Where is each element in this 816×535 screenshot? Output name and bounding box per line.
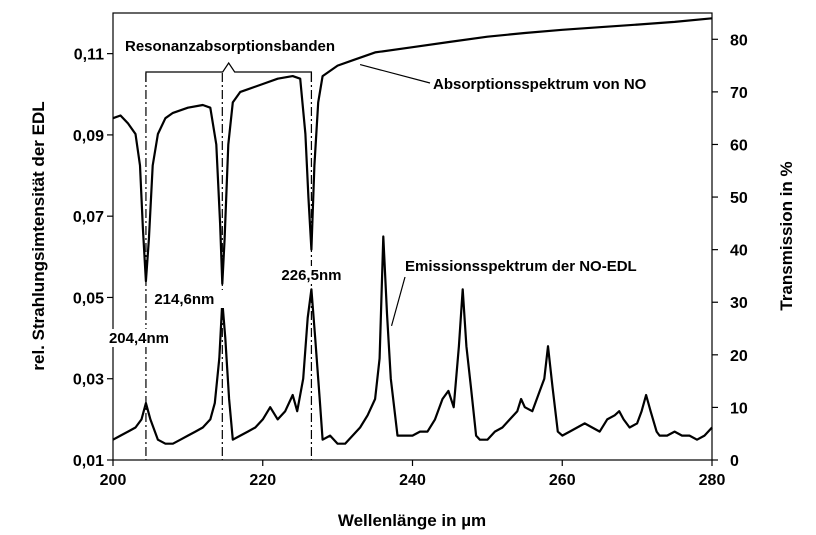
marker-label: 226,5nm [281, 267, 341, 284]
y-tick-label: 0,11 [74, 47, 104, 64]
bracket-label: Resonanzabsorptionsbanden [125, 38, 335, 55]
y-tick-label: 0,07 [73, 209, 104, 226]
x-tick-label: 200 [100, 472, 127, 489]
y2-axis-title: Transmission in % [777, 161, 796, 310]
bracket [145, 61, 313, 82]
marker-label: 214,6nm [154, 291, 214, 308]
y2-tick-label: 40 [730, 243, 748, 260]
marker-labels: 204,4nm 214,6nm 226,5nm [106, 266, 352, 347]
marker-label-bg [279, 266, 352, 284]
y2-tick-label: 80 [730, 32, 748, 49]
x-tick-label: 220 [249, 472, 276, 489]
x-tick-label: 280 [699, 472, 726, 489]
y-axis-title: rel. Strahlungsimtensität der EDL [29, 101, 48, 370]
emission-label: Emissionsspektrum der NO-EDL [405, 258, 637, 275]
absorption-series-line [112, 17, 713, 285]
x-tick-label: 260 [549, 472, 576, 489]
y-tick-label: 0,09 [73, 128, 104, 145]
y2-tick-label: 20 [730, 348, 748, 365]
y-tick-label: 0,03 [73, 372, 104, 389]
absorption-leader-line [359, 63, 431, 84]
y2-tick-label: 60 [730, 137, 748, 154]
y2-tick-label: 30 [730, 295, 748, 312]
x-axis-ticks: 200 220 240 260 280 [100, 460, 726, 489]
absorption-label: Absorptionsspektrum von NO [433, 76, 647, 93]
y2-tick-label: 70 [730, 85, 748, 102]
y2-axis-ticks: 0 10 20 30 40 50 60 70 80 [712, 32, 748, 470]
y2-tick-label: 50 [730, 190, 748, 207]
x-axis-title: Wellenlänge in µm [338, 511, 486, 530]
y2-tick-label: 0 [730, 453, 739, 470]
y-axis-ticks: 0,01 0,03 0,05 0,07 0,09 0,11 [73, 47, 113, 470]
y-tick-label: 0,05 [73, 290, 104, 307]
emission-leader-line [390, 276, 406, 327]
emission-series-line [112, 235, 713, 445]
marker-label-bg [106, 329, 179, 347]
marker-label: 204,4nm [109, 330, 169, 347]
marker-label-bg [152, 290, 225, 308]
y2-tick-label: 10 [730, 400, 748, 417]
x-tick-label: 240 [399, 472, 426, 489]
y-tick-label: 0,01 [73, 453, 104, 470]
